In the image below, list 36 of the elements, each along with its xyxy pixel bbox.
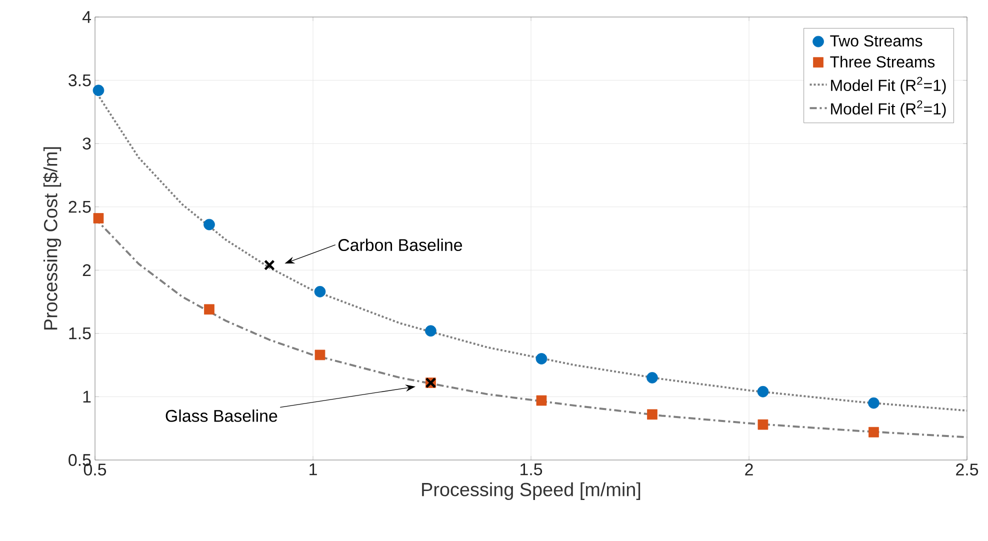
y-tick-label: 2 — [82, 264, 91, 276]
point — [757, 386, 769, 398]
x-axis-title: Processing Speed [m/min] — [422, 482, 640, 500]
legend-label: Model Fit (R$^{2}$=1) — [831, 76, 946, 94]
x-tick-label: 1.5 — [520, 464, 542, 476]
point — [868, 397, 880, 409]
legend-label: Two Streams — [830, 35, 922, 47]
x-tick-label: 2.5 — [956, 464, 978, 476]
y-tick-label: 0.5 — [68, 454, 91, 466]
y-tick-label: 3 — [82, 138, 91, 150]
point — [204, 218, 215, 230]
y-tick-label: 1 — [83, 390, 91, 403]
y-axis-title: Processing Cost [$/m] — [43, 147, 62, 330]
y-tick-label: 2.5 — [68, 200, 91, 213]
point — [314, 286, 326, 298]
y-tick-label: 1.5 — [69, 328, 91, 340]
annotation: Carbon Baseline — [338, 238, 462, 252]
point — [204, 304, 214, 315]
point — [536, 353, 548, 364]
point — [93, 213, 104, 224]
point — [425, 325, 436, 337]
legend-label: Three Streams — [830, 56, 935, 68]
x-tick-label: 1 — [310, 464, 317, 476]
annotation: Glass Baseline — [166, 409, 278, 422]
point — [646, 372, 658, 384]
point — [868, 426, 879, 438]
x-tick-label: 2 — [745, 464, 753, 476]
point — [536, 395, 547, 406]
point — [758, 419, 768, 430]
point — [92, 84, 104, 96]
y-tick-label: 3.5 — [68, 74, 91, 86]
point — [647, 409, 658, 420]
y-tick-label: 4 — [82, 11, 91, 23]
point — [264, 260, 275, 270]
point — [314, 350, 326, 360]
legend-label: Model Fit (R$^{2}$=1) — [831, 100, 946, 118]
